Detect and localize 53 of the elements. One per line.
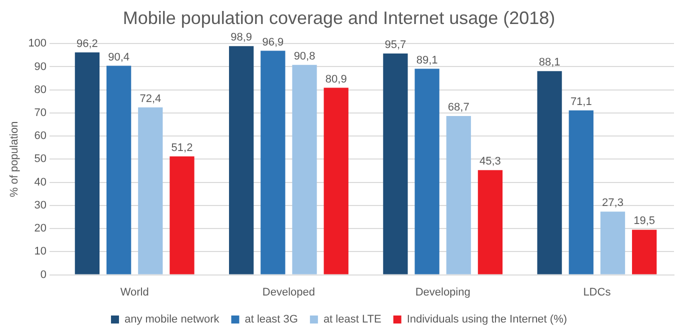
bar <box>74 52 100 274</box>
y-tick-label: 20 <box>34 222 47 235</box>
y-tick-label: 0 <box>40 268 47 281</box>
x-tick-label: Developing <box>415 286 470 298</box>
bar <box>632 230 657 274</box>
legend-label: any mobile network <box>124 314 220 326</box>
data-label: 51,2 <box>171 142 193 154</box>
x-tick-label: LDCs <box>583 286 612 298</box>
legend-label: at least 3G <box>244 314 298 326</box>
data-label: 80,9 <box>325 73 347 86</box>
y-tick-label: 30 <box>34 199 47 212</box>
bar <box>229 46 254 274</box>
bar <box>260 50 286 274</box>
y-tick-label: 70 <box>34 106 47 119</box>
data-label: 89,1 <box>416 54 438 66</box>
bar <box>292 64 317 274</box>
data-label: 72,4 <box>140 92 162 105</box>
data-label: 88,1 <box>538 56 560 69</box>
bar <box>106 66 132 274</box>
bar <box>383 54 408 274</box>
y-axis-title: % of population <box>8 121 21 198</box>
legend-label: at least LTE <box>323 314 382 326</box>
y-tick-label: 40 <box>34 176 47 188</box>
bar <box>138 107 163 274</box>
bar <box>537 71 562 274</box>
y-tick-label: 100 <box>28 38 47 50</box>
chart-title: Mobile population coverage and Internet usage (2018) <box>122 8 556 28</box>
data-label: 98,9 <box>230 32 252 44</box>
data-label: 27,3 <box>602 197 624 210</box>
data-label: 45,3 <box>480 156 501 168</box>
data-label: 68,7 <box>448 101 470 114</box>
data-label: 19,5 <box>634 215 656 228</box>
bar <box>600 212 626 274</box>
bar <box>414 68 440 274</box>
x-tick-label: World <box>120 286 149 298</box>
y-tick-label: 90 <box>34 60 47 73</box>
x-tick-label: Developed <box>262 286 316 298</box>
bar <box>568 110 594 274</box>
data-label: 71,1 <box>570 96 592 108</box>
bar <box>446 116 471 274</box>
y-tick-label: 60 <box>34 130 47 142</box>
data-label: 96,2 <box>76 38 98 50</box>
legend-label: Individuals using the Internet (%) <box>406 314 568 326</box>
y-tick-label: 50 <box>34 153 47 166</box>
bar <box>170 156 194 274</box>
y-tick-label: 80 <box>34 84 47 96</box>
y-tick-label: 10 <box>34 246 47 258</box>
data-label: 90,4 <box>108 51 130 64</box>
data-label: 90,8 <box>294 50 316 62</box>
bar <box>324 88 348 274</box>
bar <box>478 170 503 274</box>
data-label: 95,7 <box>384 39 406 52</box>
data-label: 96,9 <box>262 36 284 48</box>
